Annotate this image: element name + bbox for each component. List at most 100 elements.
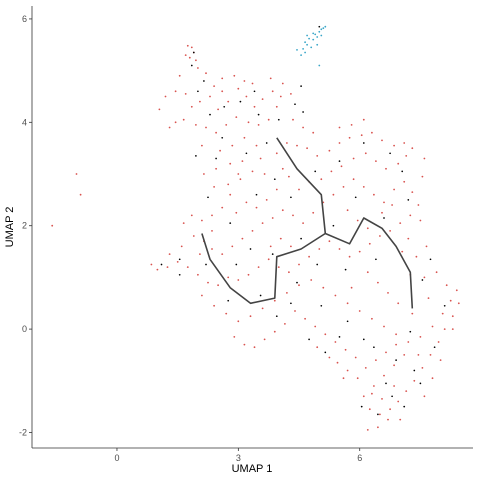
cell-point bbox=[423, 157, 426, 160]
cell-point bbox=[213, 304, 216, 307]
cell-point bbox=[217, 284, 220, 287]
cell-point bbox=[178, 258, 181, 261]
cell-point bbox=[342, 377, 345, 380]
cell-point bbox=[320, 28, 323, 31]
cell-point bbox=[395, 333, 397, 336]
cell-point bbox=[379, 235, 381, 237]
cell-point bbox=[413, 369, 416, 372]
cell-point bbox=[310, 279, 313, 281]
cell-point bbox=[273, 178, 276, 181]
cell-point bbox=[188, 56, 191, 59]
cell-point bbox=[415, 255, 418, 258]
cell-point bbox=[261, 98, 264, 100]
cell-point bbox=[308, 37, 310, 40]
cell-point bbox=[190, 214, 193, 217]
cell-point bbox=[180, 245, 183, 248]
cell-point bbox=[332, 224, 335, 227]
cell-point bbox=[318, 64, 321, 67]
cell-point bbox=[265, 199, 268, 201]
cell-point bbox=[192, 235, 195, 237]
cell-point bbox=[221, 77, 224, 80]
cell-point bbox=[324, 351, 327, 354]
cell-point bbox=[383, 374, 385, 377]
cell-point bbox=[385, 167, 387, 170]
cell-point bbox=[290, 196, 292, 199]
cell-point bbox=[304, 41, 306, 44]
cell-point bbox=[423, 276, 426, 279]
cell-point bbox=[449, 299, 452, 302]
cell-point bbox=[174, 90, 177, 93]
cell-point bbox=[203, 173, 205, 175]
cell-point bbox=[150, 263, 153, 266]
cell-point bbox=[231, 144, 234, 147]
cell-point bbox=[401, 250, 404, 253]
cell-point bbox=[209, 95, 211, 98]
cell-point bbox=[298, 284, 300, 287]
cell-point bbox=[393, 385, 395, 387]
cell-point bbox=[225, 124, 228, 126]
cell-point bbox=[245, 152, 248, 155]
cell-point bbox=[366, 429, 369, 431]
cell-point bbox=[251, 170, 254, 173]
cell-point bbox=[417, 354, 420, 356]
cell-point bbox=[275, 315, 278, 318]
cell-point bbox=[342, 186, 345, 188]
cell-point bbox=[213, 186, 216, 188]
cell-point bbox=[251, 230, 254, 232]
cell-point bbox=[330, 170, 333, 173]
cell-point bbox=[308, 338, 310, 341]
cell-point bbox=[350, 124, 353, 126]
x-axis-title: UMAP 1 bbox=[232, 463, 273, 475]
cell-point bbox=[199, 253, 201, 256]
y-tick-label: 4 bbox=[22, 117, 27, 127]
cell-point bbox=[302, 126, 304, 129]
cell-point bbox=[227, 183, 230, 186]
cell-point bbox=[346, 320, 349, 323]
cell-point bbox=[377, 426, 379, 429]
x-tick-label: 6 bbox=[357, 453, 362, 463]
cell-point bbox=[397, 162, 400, 165]
cell-point bbox=[344, 268, 347, 271]
cell-point bbox=[419, 336, 422, 338]
cell-point bbox=[255, 206, 258, 209]
cell-point bbox=[427, 297, 430, 299]
cell-point bbox=[362, 395, 365, 398]
cell-point bbox=[205, 263, 207, 266]
cell-point bbox=[314, 325, 317, 328]
cell-point bbox=[385, 382, 387, 385]
cell-point bbox=[389, 152, 391, 155]
cell-point bbox=[377, 413, 379, 416]
cell-point bbox=[302, 222, 304, 225]
cell-point bbox=[328, 240, 331, 243]
cell-point bbox=[195, 124, 197, 126]
cell-point bbox=[221, 253, 224, 256]
cell-point bbox=[221, 90, 224, 93]
cell-point bbox=[344, 348, 347, 351]
cell-point bbox=[199, 100, 201, 103]
cell-point bbox=[296, 49, 298, 51]
cell-point bbox=[158, 108, 161, 111]
cell-point bbox=[253, 346, 256, 349]
cell-point bbox=[360, 134, 363, 137]
cell-point bbox=[328, 149, 331, 152]
cell-point bbox=[381, 398, 383, 400]
cell-point bbox=[425, 245, 428, 248]
cell-point bbox=[348, 136, 351, 139]
cell-point bbox=[395, 343, 397, 346]
cell-point bbox=[368, 408, 371, 411]
cell-point bbox=[190, 46, 193, 49]
cell-point bbox=[445, 284, 448, 287]
cell-point bbox=[324, 25, 327, 28]
cell-point bbox=[358, 310, 361, 312]
cell-point bbox=[249, 248, 252, 250]
cell-point bbox=[383, 217, 385, 219]
cell-point bbox=[281, 209, 284, 212]
cell-point bbox=[257, 124, 260, 126]
cell-point bbox=[229, 193, 232, 196]
cell-point bbox=[451, 328, 454, 330]
cell-point bbox=[328, 356, 331, 359]
cell-point bbox=[243, 80, 246, 82]
cell-point bbox=[271, 217, 274, 219]
cell-point bbox=[318, 30, 321, 33]
cell-point bbox=[455, 289, 458, 292]
